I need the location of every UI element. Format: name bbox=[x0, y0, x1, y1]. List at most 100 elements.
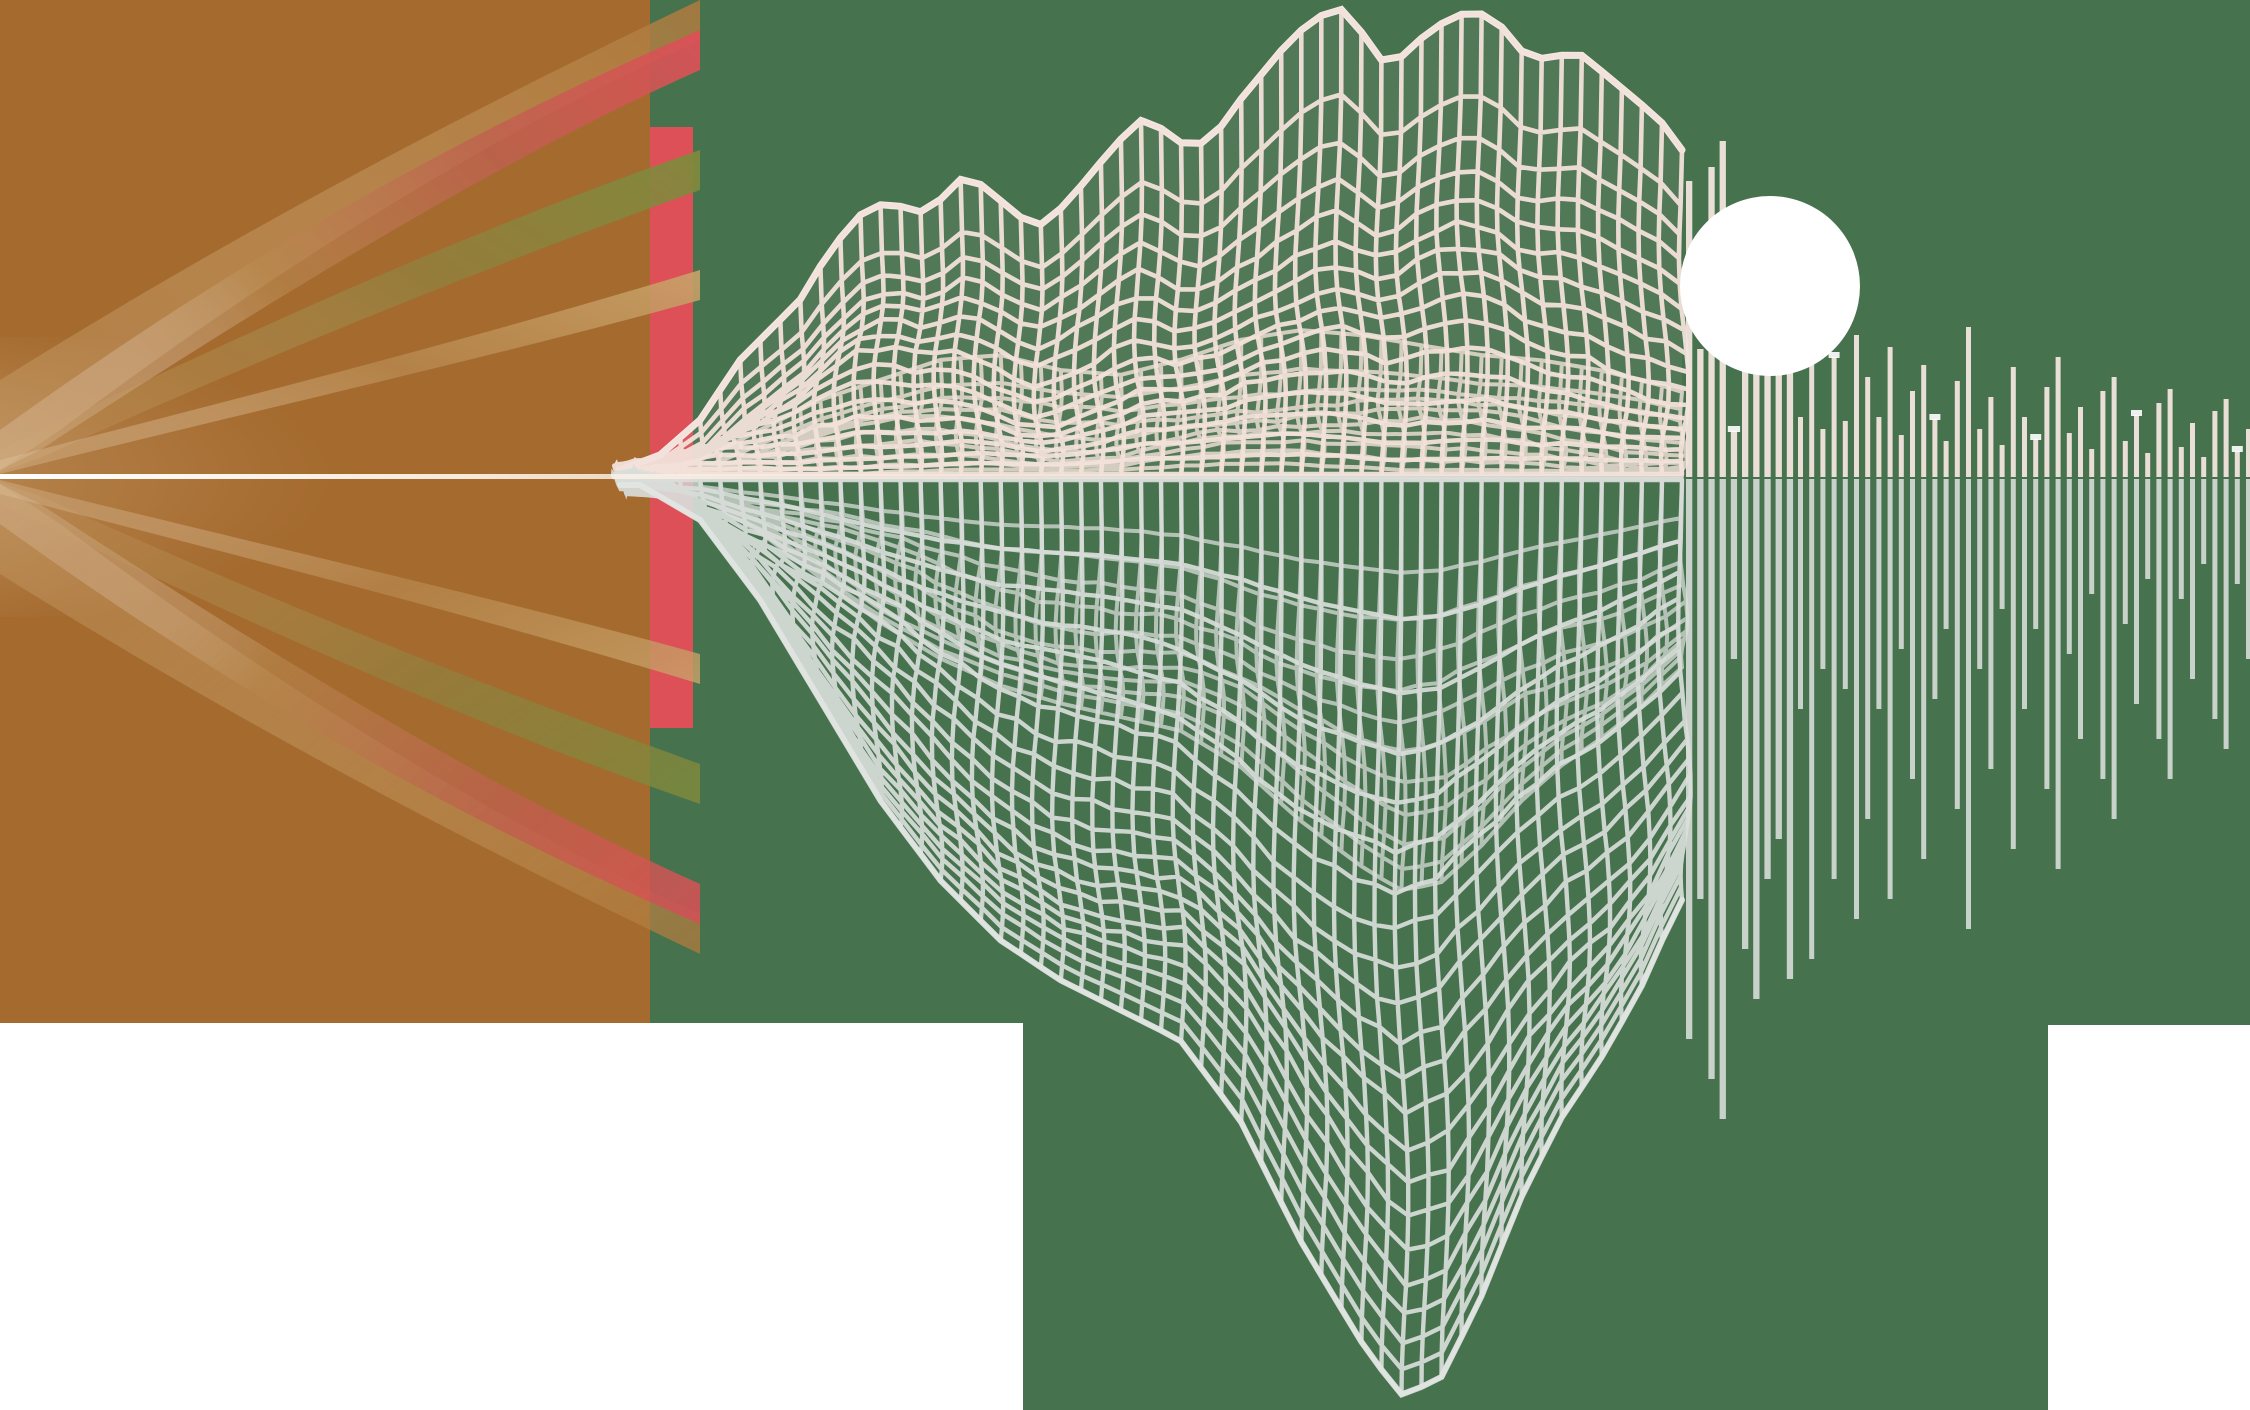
spectrum-bar-reflection bbox=[2190, 479, 2195, 679]
spectrum-bar-reflection bbox=[2010, 479, 2016, 849]
spectrum-bar bbox=[1775, 373, 1782, 477]
spectrum-bar bbox=[2201, 457, 2207, 477]
spectrum-bar-reflection bbox=[2033, 479, 2039, 629]
spectrum-bar-reflection bbox=[2055, 479, 2061, 869]
spectrum-bar bbox=[2134, 415, 2139, 477]
white-lower-left-block bbox=[0, 1023, 1023, 1410]
spectrum-bar-cap bbox=[2131, 410, 2142, 416]
spectrum-bar bbox=[2089, 449, 2095, 477]
spectrum-bar-cap bbox=[2030, 434, 2042, 440]
coral-bar-block bbox=[650, 127, 693, 728]
spectrum-bar bbox=[1887, 347, 1893, 477]
spectrum-bar bbox=[2167, 389, 2173, 477]
spectrum-bar-reflection bbox=[2246, 479, 2250, 659]
spectrum-bar bbox=[2156, 403, 2162, 477]
sun-disc bbox=[1680, 196, 1860, 376]
spectrum-bar-reflection bbox=[1764, 479, 1771, 879]
spectrum-bar-reflection bbox=[2234, 479, 2240, 584]
spectrum-bar-reflection bbox=[1988, 479, 1994, 769]
spectrum-bar-reflection bbox=[2156, 479, 2162, 739]
mesh-gridlines bbox=[616, 5, 1686, 474]
spectrum-bar-reflection bbox=[1742, 479, 1749, 949]
spectrum-bar-reflection bbox=[1854, 479, 1859, 919]
spectrum-bar-reflection bbox=[1898, 479, 1904, 649]
spectrum-bar bbox=[2066, 433, 2072, 477]
spectrum-bar bbox=[2022, 417, 2027, 477]
spectrum-bar-reflection bbox=[1708, 479, 1715, 1079]
spectrum-bar bbox=[1977, 429, 1983, 477]
ochre-panel-block bbox=[0, 0, 650, 1146]
spectrum-bar bbox=[1730, 431, 1738, 477]
spectrum-bar bbox=[1988, 397, 1994, 477]
spectrum-bar bbox=[1865, 377, 1871, 477]
spectrum-bars-below-horizon bbox=[1686, 479, 2250, 1119]
spectrum-bar-reflection bbox=[1842, 479, 1848, 689]
spectrum-bar-reflection bbox=[2111, 479, 2117, 819]
spectrum-bar-reflection bbox=[2212, 479, 2218, 719]
spectrum-bar bbox=[1798, 417, 1803, 477]
spectrum-bar-reflection bbox=[1999, 479, 2005, 609]
spectrum-bar bbox=[2010, 367, 2016, 477]
spectrum-bar bbox=[1842, 421, 1848, 477]
spectrum-bar bbox=[2033, 439, 2039, 477]
spectrum-bar-reflection bbox=[1966, 479, 1971, 929]
spectrum-bar-reflection bbox=[1775, 479, 1782, 839]
terrain-silhouette bbox=[620, 9, 1682, 475]
spectrum-bar-reflection bbox=[2100, 479, 2106, 779]
mesh-upper-terrain bbox=[612, 5, 1692, 485]
mesh-gridlines bbox=[613, 328, 1689, 483]
spectrum-bar bbox=[1966, 327, 1971, 477]
spectrum-bar-cap bbox=[1929, 414, 1941, 420]
spectrum-bar-reflection bbox=[1697, 479, 1704, 899]
spectrum-bar-cap bbox=[1828, 352, 1840, 358]
spectrum-bar bbox=[1831, 357, 1837, 477]
spectrum-bar-reflection bbox=[1865, 479, 1871, 819]
spectrum-bar-reflection bbox=[1943, 479, 1949, 629]
spectrum-bar-reflection bbox=[2066, 479, 2072, 654]
spectrum-bar-reflection bbox=[2022, 479, 2027, 709]
spectrum-bar-reflection bbox=[2089, 479, 2095, 594]
spectrum-bar-cap bbox=[2231, 446, 2243, 452]
spectrum-bar bbox=[2212, 411, 2218, 477]
spectrum-bar bbox=[2190, 423, 2195, 477]
spectrum-bar bbox=[1898, 435, 1904, 477]
spectrum-bar-reflection bbox=[1977, 479, 1983, 669]
spectrum-bar bbox=[1910, 391, 1915, 477]
spectrum-bar-reflection bbox=[1910, 479, 1915, 779]
spectrum-bar bbox=[2100, 391, 2106, 477]
mesh-gridlines bbox=[613, 464, 1690, 892]
spectrum-bar bbox=[1876, 417, 1882, 477]
spectrum-bar-reflection bbox=[2201, 479, 2207, 564]
spectrum-bar bbox=[2078, 407, 2083, 477]
spectrum-bar bbox=[1999, 445, 2005, 477]
spectrum-bar-reflection bbox=[1719, 479, 1726, 1119]
spectrum-bar-reflection bbox=[2122, 479, 2128, 624]
spectrum-bar-reflection bbox=[1820, 479, 1826, 669]
spectrum-bar bbox=[1954, 381, 1960, 477]
spectrum-bar bbox=[2246, 429, 2250, 477]
spectrum-bar-reflection bbox=[2145, 479, 2151, 579]
spectrum-bar bbox=[2178, 447, 2184, 477]
spectrum-bar-reflection bbox=[1798, 479, 1803, 709]
spectrum-bar bbox=[2223, 399, 2229, 477]
spectrum-bar-reflection bbox=[2178, 479, 2184, 599]
spectrum-bar-reflection bbox=[1786, 479, 1794, 979]
spectrum-bar-reflection bbox=[1887, 479, 1893, 899]
white-lower-right-block bbox=[2048, 1025, 2250, 1410]
spectrum-bar-reflection bbox=[2167, 479, 2173, 779]
spectrum-bar bbox=[2234, 451, 2240, 477]
spectrum-bar bbox=[1820, 429, 1826, 477]
spectrum-bar-reflection bbox=[1954, 479, 1960, 809]
spectrum-bar bbox=[2111, 377, 2117, 477]
spectrum-bar-reflection bbox=[1686, 479, 1693, 1039]
spectrum-bar-reflection bbox=[2078, 479, 2083, 739]
spectrum-bar-reflection bbox=[2223, 479, 2229, 749]
spectrum-bar bbox=[1921, 365, 1927, 477]
spectrum-bar bbox=[2055, 357, 2061, 477]
spectrum-bar-reflection bbox=[1921, 479, 1927, 859]
spectrum-bar-reflection bbox=[1876, 479, 1882, 709]
spectrum-bar-reflection bbox=[1831, 479, 1837, 879]
spectrum-bar bbox=[1932, 419, 1938, 477]
spectrum-bar bbox=[2145, 453, 2151, 477]
